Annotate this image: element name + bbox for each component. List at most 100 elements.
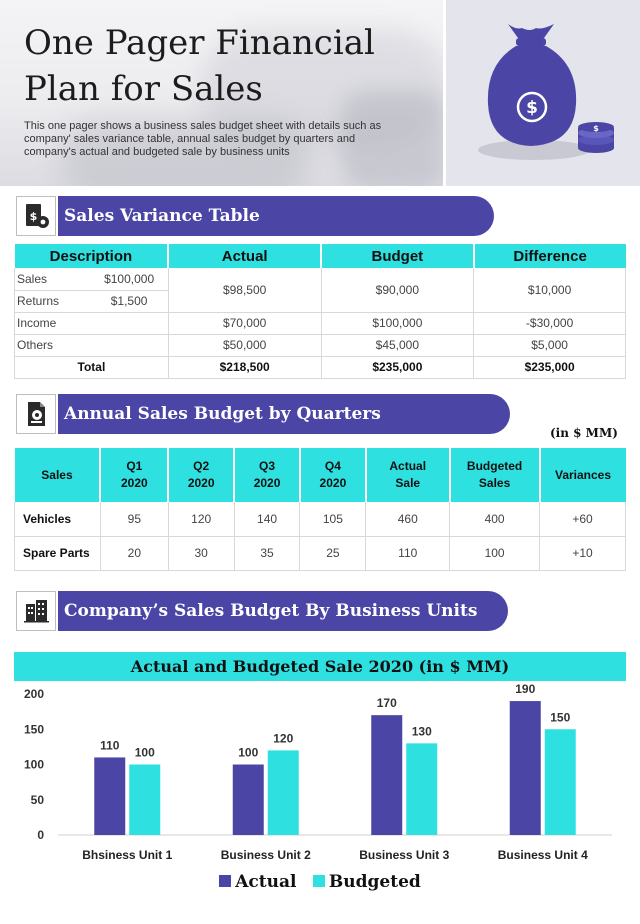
data-label: 120: [273, 731, 293, 745]
table-cell: 460: [365, 502, 451, 537]
column-header: Budgeted Sales: [449, 448, 541, 502]
table-cell: $45,000: [321, 334, 475, 357]
dollar-document-icon: $: [16, 196, 56, 236]
table-cell: $5,000: [473, 334, 626, 357]
legend-swatch: [312, 875, 325, 887]
column-header: Budget: [321, 244, 475, 268]
data-label: 100: [135, 746, 155, 760]
hero-illustration-panel: $ $: [446, 0, 640, 186]
y-tick-label: 100: [24, 758, 44, 772]
quarterly-budget-table: Sales Q1 2020 Q2 2020 Q3 2020 Q4 2020 Actual…: [14, 448, 626, 571]
bar-budgeted-4: [544, 729, 576, 835]
bar-actual-2: [232, 764, 264, 835]
chart-legend: Actual Budgeted: [0, 872, 640, 896]
legend-label: Budgeted: [328, 872, 421, 892]
table-cell: $235,000: [321, 356, 475, 379]
bar-budgeted-3: [406, 743, 438, 835]
table-cell: 140: [234, 502, 301, 537]
column-header: Q4 2020: [299, 448, 367, 502]
x-tick-label: Business Unit 4: [498, 848, 588, 862]
x-tick-label: Business Unit 3: [359, 848, 449, 862]
page-subtitle: This one pager shows a business sales bu…: [24, 120, 382, 158]
svg-text:$: $: [30, 210, 38, 223]
table-cell: 35: [234, 536, 301, 571]
x-tick-label: Bhsiness Unit 1: [82, 848, 172, 862]
table-cell: 110: [365, 536, 451, 571]
table-cell: $10,000: [473, 268, 626, 313]
table-cell: $50,000: [168, 334, 322, 357]
data-label: 190: [515, 684, 535, 696]
table-cell: 30: [168, 536, 235, 571]
bar-budgeted-1: [129, 764, 161, 835]
table-row: Income $70,000 $100,000 -$30,000: [14, 312, 626, 335]
table-cell: -$30,000: [473, 312, 626, 335]
unit-note: (in $ MM): [550, 426, 618, 440]
table-row-total: Total $218,500 $235,000 $235,000: [14, 356, 626, 379]
table-cell: $218,500: [168, 356, 322, 379]
table-cell: 400: [449, 502, 541, 537]
table-cell: 95: [100, 502, 169, 537]
table-cell: $100,000: [321, 312, 475, 335]
table-cell: $1,500: [90, 290, 169, 313]
legend-item-budgeted: Budgeted: [312, 872, 421, 892]
legend-item-actual: Actual: [219, 872, 296, 892]
svg-text:$: $: [593, 124, 599, 133]
row-label: Total: [14, 356, 169, 379]
table-cell: $70,000: [168, 312, 322, 335]
section-header-quarters: Annual Sales Budget by Quarters: [16, 394, 510, 434]
column-header: Actual: [168, 244, 322, 268]
row-label: Income: [14, 312, 169, 335]
table-cell: 120: [168, 502, 235, 537]
page-title: One Pager Financial Plan for Sales: [24, 23, 375, 109]
building-icon: [16, 591, 56, 631]
column-header: Actual Sale: [365, 448, 451, 502]
table-cell: $100,000: [90, 268, 169, 291]
column-header: Difference: [473, 244, 626, 268]
bar-actual-1: [94, 757, 126, 835]
money-bag-icon: $ $: [478, 24, 614, 160]
table-cell: $235,000: [473, 356, 626, 379]
section-header-business-units: Company’s Sales Budget By Business Units: [16, 591, 508, 631]
table-row: Vehicles 95 120 140 105 460 400 +60: [14, 502, 626, 537]
table-row: Spare Parts 20 30 35 25 110 100 +10: [14, 536, 626, 571]
data-label: 100: [238, 746, 258, 760]
table-cell: 105: [299, 502, 367, 537]
data-label: 130: [412, 724, 432, 738]
chart-title: Actual and Budgeted Sale 2020 (in $ MM): [14, 652, 626, 681]
bar-chart: 0 50 100 150 200 110 100 Bhsiness Unit 1 100 120 B…: [24, 684, 612, 862]
column-header: Q1 2020: [100, 448, 170, 502]
table-cell: $98,500: [168, 268, 322, 313]
row-label: Sales: [14, 268, 91, 291]
section-title-bar: Annual Sales Budget by Quarters: [58, 394, 510, 434]
section-title: Sales Variance Table: [64, 206, 260, 226]
row-label: Spare Parts: [14, 536, 101, 571]
bar-budgeted-2: [267, 750, 299, 835]
row-label: Returns: [14, 290, 91, 313]
data-label: 110: [100, 738, 120, 752]
svg-text:$: $: [526, 98, 538, 118]
bar-actual-3: [371, 715, 403, 835]
sales-variance-table: Description Actual Budget Difference Sal…: [14, 244, 626, 379]
hero-background-photo: [0, 0, 443, 186]
table-cell: $90,000: [321, 268, 475, 313]
x-tick-label: Business Unit 2: [221, 848, 311, 862]
section-title-bar: Company’s Sales Budget By Business Units: [58, 591, 508, 631]
column-header: Description: [14, 244, 170, 268]
section-title: Annual Sales Budget by Quarters: [64, 404, 381, 424]
column-header: Sales: [14, 448, 102, 502]
table-cell: +60: [539, 502, 626, 537]
column-header: Variances: [539, 448, 626, 502]
table-cell: 20: [100, 536, 169, 571]
row-label: Vehicles: [14, 502, 101, 537]
bar-actual-4: [509, 701, 541, 835]
hero-header: $ $ One Pager Financial Plan for Sales T…: [0, 0, 640, 186]
row-label: Others: [14, 334, 169, 357]
hero-divider: [443, 0, 446, 186]
table-row: Sales $100,000 $98,500 $90,000 $10,000: [14, 268, 626, 313]
table-cell: 25: [299, 536, 367, 571]
table-cell: 100: [449, 536, 541, 571]
document-gear-icon: [16, 394, 56, 434]
table-row: Returns $1,500: [14, 290, 626, 313]
table-cell: +10: [539, 536, 626, 571]
data-label: 150: [550, 710, 570, 724]
